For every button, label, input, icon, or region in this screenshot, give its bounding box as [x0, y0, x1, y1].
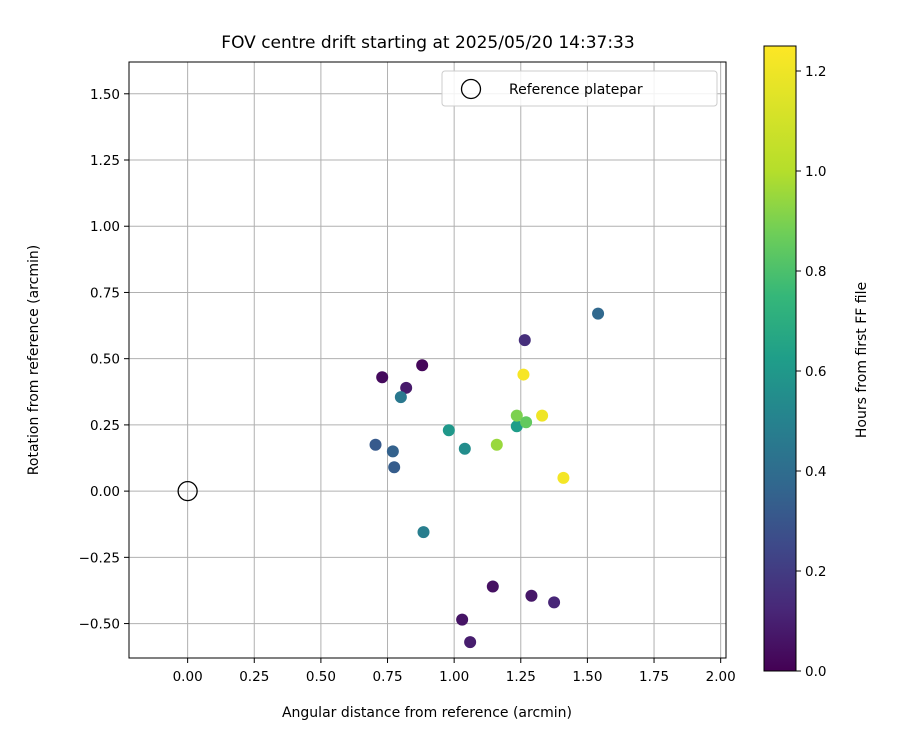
data-point [510, 420, 523, 433]
chart-title: FOV centre drift starting at 2025/05/20 … [221, 33, 634, 53]
colorbar-tick-label: 0.8 [805, 264, 826, 280]
x-axis-ticks: 0.00 0.25 0.50 0.75 1.00 1.25 1.50 1.75 2.00 [173, 658, 736, 685]
y-tick-label: 1.25 [90, 153, 120, 169]
x-tick-label: 1.25 [506, 669, 536, 685]
data-point [525, 589, 538, 602]
legend-reference-marker [460, 78, 482, 100]
colorbar-label: Hours from first FF file [854, 282, 870, 438]
data-point [394, 391, 407, 404]
data-point [548, 596, 561, 609]
legend-box [441, 70, 718, 107]
y-tick-label: 0.25 [90, 418, 120, 434]
data-point [518, 334, 531, 347]
data-point [557, 471, 570, 484]
data-point [416, 359, 429, 372]
data-point [510, 409, 523, 422]
colorbar-tick-label: 0.6 [805, 364, 826, 380]
reference-marker-group [177, 480, 198, 502]
data-point [456, 613, 469, 626]
x-tick-label: 2.00 [706, 669, 736, 685]
data-point [520, 416, 533, 429]
y-tick-label: 0.75 [90, 285, 120, 301]
x-tick-label: 0.00 [173, 669, 203, 685]
x-tick-label: 1.75 [639, 669, 669, 685]
reference-marker [177, 480, 198, 502]
x-tick-label: 0.75 [372, 669, 402, 685]
y-tick-label: 0.00 [90, 484, 120, 500]
data-point [442, 424, 455, 437]
data-point [386, 445, 399, 458]
x-axis-label: Angular distance from reference (arcmin) [282, 705, 572, 721]
data-point [486, 580, 499, 593]
y-tick-label: 0.50 [90, 352, 120, 368]
data-point [388, 461, 401, 474]
data-point [517, 368, 530, 381]
data-point [417, 526, 430, 539]
data-point [458, 442, 471, 455]
y-tick-label: −0.25 [79, 550, 120, 566]
data-point [376, 371, 389, 384]
colorbar-tick-label: 0.4 [805, 464, 826, 480]
plot-background [129, 62, 726, 658]
colorbar-tick-label: 1.0 [805, 164, 826, 180]
x-tick-label: 1.50 [572, 669, 602, 685]
grid [129, 62, 726, 658]
legend-label: Reference platepar [509, 82, 643, 98]
y-tick-label: 1.00 [90, 219, 120, 235]
data-point [490, 438, 503, 451]
colorbar-tick-label: 0.2 [805, 564, 826, 580]
plot-area [128, 61, 727, 659]
x-tick-label: 0.50 [306, 669, 336, 685]
x-tick-label: 1.00 [439, 669, 469, 685]
y-axis-label: Rotation from reference (arcmin) [26, 245, 42, 475]
colorbar-ticks: 0.0 0.2 0.4 0.6 0.8 1.0 1.2 [796, 64, 826, 680]
y-tick-label: −0.50 [79, 617, 120, 633]
colorbar: 0.0 0.2 0.4 0.6 0.8 1.0 1.2 Hours from first F… [763, 45, 870, 680]
data-point [400, 381, 413, 394]
plot-frame [128, 61, 727, 659]
y-axis-ticks: −0.50 −0.25 0.00 0.25 0.50 0.75 1.00 1.25 1.50 [79, 87, 129, 633]
colorbar-tick-label: 0.0 [805, 664, 826, 680]
x-tick-label: 0.25 [239, 669, 269, 685]
legend: Reference platepar [441, 70, 718, 107]
colorbar-gradient [763, 45, 797, 672]
data-point [536, 409, 549, 422]
data-point [464, 636, 477, 649]
data-point [592, 307, 605, 320]
data-points [369, 307, 605, 649]
y-tick-label: 1.50 [90, 87, 120, 103]
data-point [369, 438, 382, 451]
colorbar-tick-label: 1.2 [805, 64, 826, 80]
